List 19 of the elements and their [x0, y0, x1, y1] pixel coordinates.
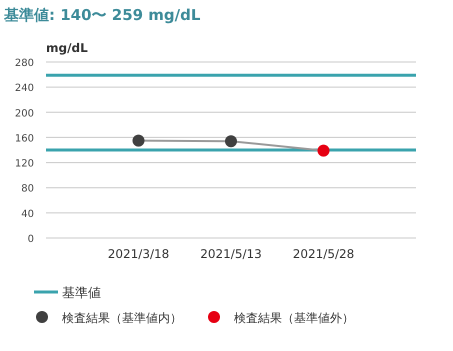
legend-label: 検査結果（基準値内） [62, 311, 182, 325]
x-tick-label: 2021/5/28 [292, 247, 354, 261]
y-tick-label: 240 [14, 83, 34, 94]
x-tick-label: 2021/5/13 [200, 247, 262, 261]
point [132, 134, 144, 147]
y-tick-label: 200 [14, 108, 34, 120]
y-tick-label: 0 [28, 234, 34, 245]
y-tick-label: 80 [21, 184, 34, 195]
point [225, 135, 237, 148]
y-tick-label: 40 [21, 208, 34, 220]
y-tick-label: 120 [14, 158, 34, 170]
y-axis-title: mg/dL [46, 41, 88, 55]
x-tick-label: 2021/3/18 [108, 247, 170, 261]
legend-label: 基準値 [62, 286, 101, 301]
point [318, 144, 330, 157]
y-tick-label: 160 [14, 133, 34, 144]
legend-label: 検査結果（基準値外） [234, 311, 354, 325]
y-tick-label: 280 [14, 58, 34, 69]
chart-title: 基準値: 140〜 259 mg/dL [3, 6, 201, 24]
